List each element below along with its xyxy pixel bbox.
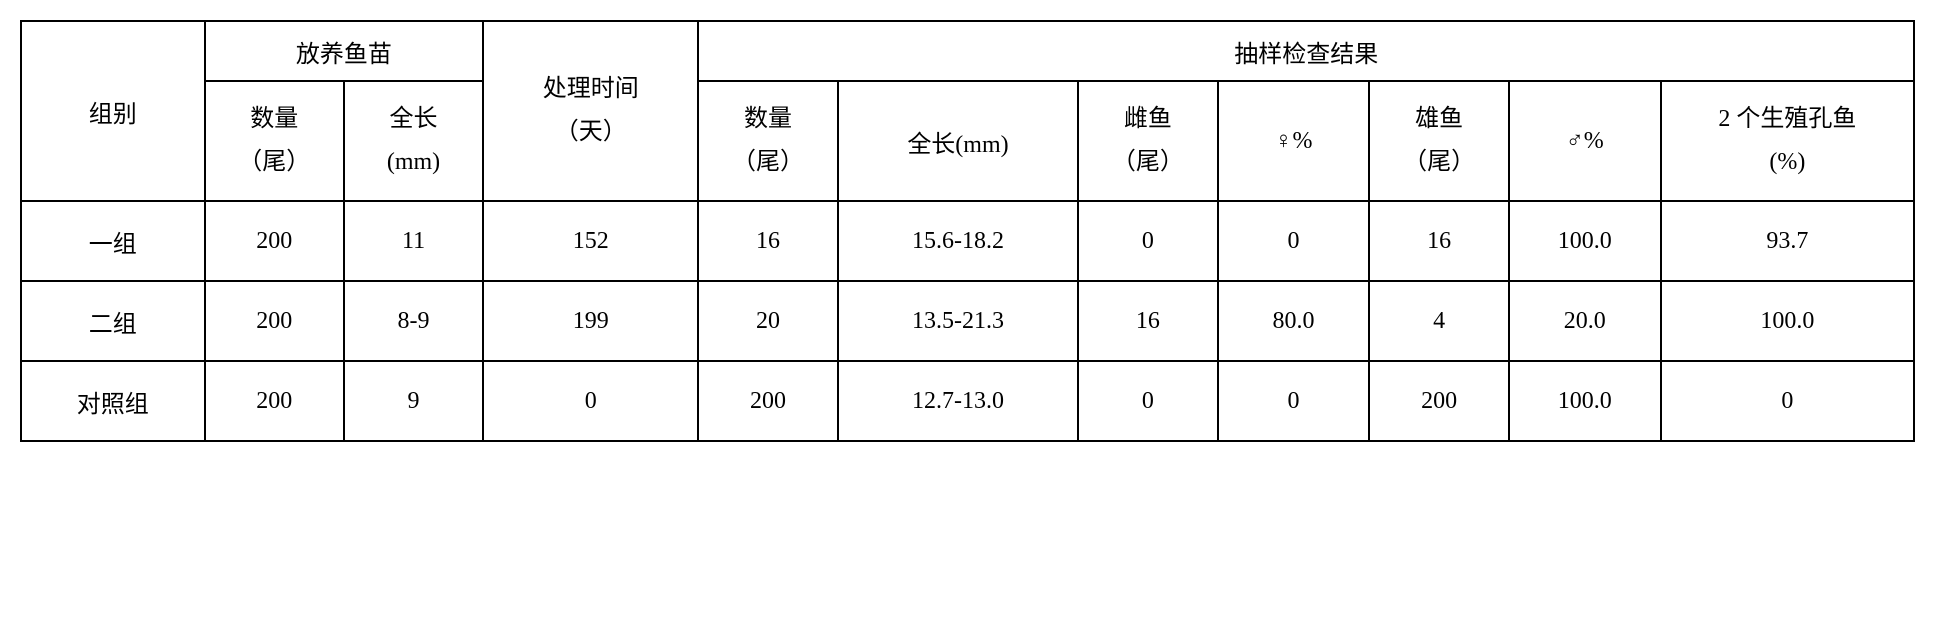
header-male-pct: ♂% [1509,81,1661,201]
cell-processing-time: 199 [483,281,698,361]
cell-stocking-length: 9 [344,361,483,441]
cell-processing-time: 0 [483,361,698,441]
cell-stocking-length: 11 [344,201,483,281]
cell-female-pct: 0 [1218,361,1370,441]
header-sampling-group: 抽样检查结果 [698,21,1914,81]
header-stocking-qty: 数量（尾） [205,81,344,201]
cell-female-pct: 80.0 [1218,281,1370,361]
cell-male-count: 16 [1369,201,1508,281]
cell-two-pore-pct: 93.7 [1661,201,1914,281]
cell-stocking-length: 8-9 [344,281,483,361]
cell-two-pore-pct: 0 [1661,361,1914,441]
cell-two-pore-pct: 100.0 [1661,281,1914,361]
table-header: 组别 放养鱼苗 处理时间（天） 抽样检查结果 数量（尾） 全长(mm) 数量（尾… [21,21,1914,201]
cell-male-pct: 100.0 [1509,201,1661,281]
cell-group: 一组 [21,201,205,281]
header-two-pore-pct: 2 个生殖孔鱼(%) [1661,81,1914,201]
table-row: 一组 200 11 152 16 15.6-18.2 0 0 16 100.0 … [21,201,1914,281]
cell-female-count: 16 [1078,281,1217,361]
cell-stocking-qty: 200 [205,281,344,361]
header-male-count: 雄鱼（尾） [1369,81,1508,201]
cell-group: 二组 [21,281,205,361]
cell-group: 对照组 [21,361,205,441]
cell-female-count: 0 [1078,201,1217,281]
header-processing-time: 处理时间（天） [483,21,698,201]
header-group: 组别 [21,21,205,201]
table-body: 一组 200 11 152 16 15.6-18.2 0 0 16 100.0 … [21,201,1914,441]
cell-stocking-qty: 200 [205,201,344,281]
cell-sample-qty: 20 [698,281,837,361]
header-stocking-length: 全长(mm) [344,81,483,201]
cell-sample-length: 15.6-18.2 [838,201,1079,281]
cell-sample-qty: 200 [698,361,837,441]
cell-female-count: 0 [1078,361,1217,441]
cell-female-pct: 0 [1218,201,1370,281]
table-row: 二组 200 8-9 199 20 13.5-21.3 16 80.0 4 20… [21,281,1914,361]
table-row: 对照组 200 9 0 200 12.7-13.0 0 0 200 100.0 … [21,361,1914,441]
cell-processing-time: 152 [483,201,698,281]
header-row-2: 数量（尾） 全长(mm) 数量（尾） 全长(mm) 雌鱼（尾） ♀% 雄鱼（尾）… [21,81,1914,201]
cell-male-count: 200 [1369,361,1508,441]
cell-male-count: 4 [1369,281,1508,361]
header-sample-length: 全长(mm) [838,81,1079,201]
cell-male-pct: 100.0 [1509,361,1661,441]
cell-sample-qty: 16 [698,201,837,281]
cell-sample-length: 12.7-13.0 [838,361,1079,441]
header-row-1: 组别 放养鱼苗 处理时间（天） 抽样检查结果 [21,21,1914,81]
header-stocking-group: 放养鱼苗 [205,21,484,81]
cell-sample-length: 13.5-21.3 [838,281,1079,361]
cell-stocking-qty: 200 [205,361,344,441]
header-female-pct: ♀% [1218,81,1370,201]
header-female-count: 雌鱼（尾） [1078,81,1217,201]
cell-male-pct: 20.0 [1509,281,1661,361]
header-sample-qty: 数量（尾） [698,81,837,201]
data-table: 组别 放养鱼苗 处理时间（天） 抽样检查结果 数量（尾） 全长(mm) 数量（尾… [20,20,1915,442]
